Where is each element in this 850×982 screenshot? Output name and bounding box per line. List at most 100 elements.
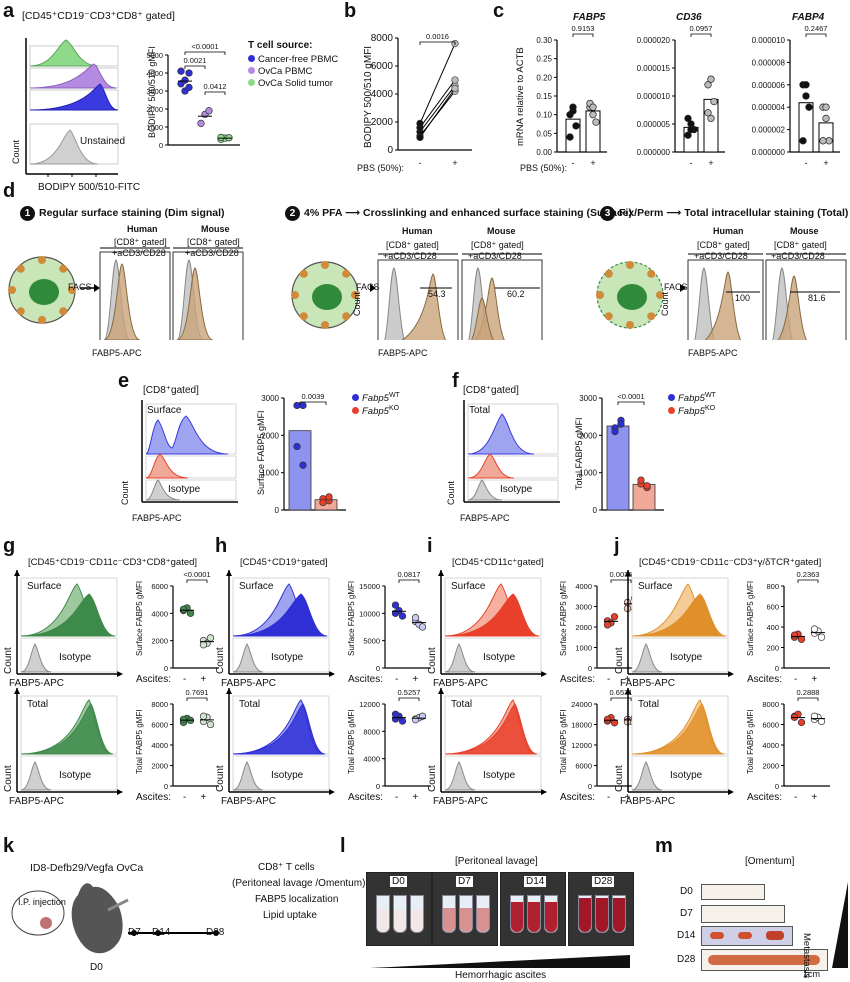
axis-tick-label: 8000	[363, 727, 380, 736]
panel-c-label: c	[493, 0, 505, 22]
arrow-head-icon	[625, 688, 631, 694]
panel-i-top-count: Count	[427, 647, 438, 674]
bar	[818, 122, 834, 153]
panel-k-desc-3: FABP5 localization	[255, 894, 339, 905]
data-point	[411, 614, 420, 622]
axis-tick-label: 0.000000	[752, 148, 786, 157]
p-value: 0.7691	[186, 688, 209, 697]
tick-minus: -	[607, 792, 611, 803]
panel-f-gate: [CD8⁺gated]	[463, 385, 519, 396]
hist-ascites	[444, 593, 540, 637]
panel-i-bot-title: Total	[451, 699, 473, 710]
panel-a-ylabel: BODIPY 500/510 gMFI	[147, 46, 157, 138]
arrow-icon: ⟶	[345, 207, 361, 219]
panel-m-title: [Omentum]	[745, 856, 795, 867]
panel-g-top-ascites: Ascites: - +	[136, 674, 206, 685]
panel-m-d14: D14	[677, 930, 696, 941]
panel-g-top-xlabel: FABP5-APC	[9, 678, 65, 689]
sig-bracket	[186, 697, 208, 701]
p-value: 0.6531	[610, 688, 633, 697]
panel-f-legend-ko: Fabp5KO	[668, 405, 715, 417]
panel-g-top-count: Count	[3, 647, 14, 674]
panel-h-top-isotype: Isotype	[271, 652, 304, 663]
data-point	[610, 719, 619, 727]
omentum-d0	[701, 884, 765, 900]
axis-tick-label: 0	[164, 664, 168, 673]
data-point	[416, 133, 424, 142]
data-point	[805, 103, 813, 111]
hist-isotype	[444, 643, 476, 673]
tissue-blob	[710, 932, 724, 939]
axis-tick-label: 2000	[762, 762, 779, 771]
sig-bracket	[610, 579, 632, 583]
arrow-head-icon	[117, 671, 123, 677]
panel-d-step2: 2 4% PFA ⟶ Crosslinking and enhanced surf…	[285, 206, 632, 221]
legend-dot	[668, 394, 675, 402]
tube	[459, 895, 473, 933]
data-point	[299, 401, 307, 410]
axis-tick-label: 4000	[371, 89, 394, 100]
p-value: 0.0817	[398, 570, 421, 579]
axis-tick-label: 4000	[151, 741, 168, 750]
bar	[703, 98, 719, 153]
sig-bracket	[610, 697, 632, 701]
data-point	[704, 109, 712, 117]
omentum-d14	[701, 926, 793, 946]
d2-mouse: Mouse	[487, 226, 516, 236]
hist-ascites	[444, 703, 538, 755]
data-point	[293, 401, 301, 410]
legend-dot	[668, 407, 675, 415]
panel-l-title: [Peritoneal lavage]	[455, 856, 538, 867]
panel-k-diagram	[11, 883, 219, 954]
data-point	[199, 641, 208, 649]
axis-tick-label: 0	[376, 664, 380, 673]
panel-c-ylabel: mRNA relative to ACTB	[515, 47, 526, 146]
data-point	[319, 498, 327, 507]
pair-line	[419, 43, 456, 124]
panel-j-label: j	[614, 535, 620, 557]
panel-h-bot-xlabel: FABP5-APC	[221, 796, 277, 807]
p-value: <0.0001	[183, 570, 210, 579]
data-point	[802, 81, 810, 89]
axis-tick-label: 400	[766, 623, 779, 632]
panel-j-top-scatter: 0 200 400 600 800 0.2363	[766, 570, 830, 673]
panel-k-desc-1: CD8⁺ T cells	[258, 862, 315, 873]
data-point	[186, 609, 195, 617]
d1-facs: FACS	[68, 282, 92, 292]
axis-tick-label: 4000	[151, 609, 168, 618]
antibody-icon	[321, 261, 329, 269]
panel-j-bot-title: Total	[638, 699, 660, 710]
hist-ovca-pbmc	[29, 63, 117, 89]
panel-g-bot-histogram	[14, 688, 123, 795]
legend-label: Fabp5	[362, 393, 389, 405]
arrow-head-icon	[680, 284, 686, 292]
axis-tick-label: 800	[766, 582, 779, 591]
tube	[393, 895, 407, 933]
antibody-icon	[38, 256, 46, 264]
data-point	[817, 633, 826, 641]
axis-tick-label: 0.30	[536, 36, 552, 45]
hist-isotype	[444, 761, 476, 791]
hist-ko	[467, 453, 515, 479]
panel-j-top-ascites: Ascites: - +	[747, 674, 817, 685]
axis-tick-label: 5000	[146, 51, 163, 60]
hist-ascites	[232, 703, 326, 755]
panel-k-desc-2: (Peritoneal lavage /Omentum)	[232, 878, 366, 889]
panel-l-axis: Hemorrhagic ascites	[455, 970, 547, 981]
arrow-head-icon	[625, 570, 631, 576]
panel-k-d14: D14	[152, 927, 171, 938]
step-text: Fix/Perm	[619, 207, 664, 219]
p-value: <0.0001	[191, 42, 218, 51]
data-point	[325, 493, 333, 501]
data-point	[398, 717, 407, 725]
data-point	[569, 103, 577, 111]
hist-isotype	[145, 479, 181, 501]
tube	[578, 895, 592, 933]
axis-tick-label: 1000	[146, 123, 163, 132]
axis-tick-label: 5000	[363, 637, 380, 646]
step-number: 3	[600, 206, 615, 221]
panel-g-bot-ylabel: Total FABP5 gMFI	[135, 709, 144, 774]
tube-liquid	[460, 908, 472, 932]
axis-tick-label: -	[572, 158, 575, 168]
panel-i-top-histogram	[438, 570, 547, 677]
